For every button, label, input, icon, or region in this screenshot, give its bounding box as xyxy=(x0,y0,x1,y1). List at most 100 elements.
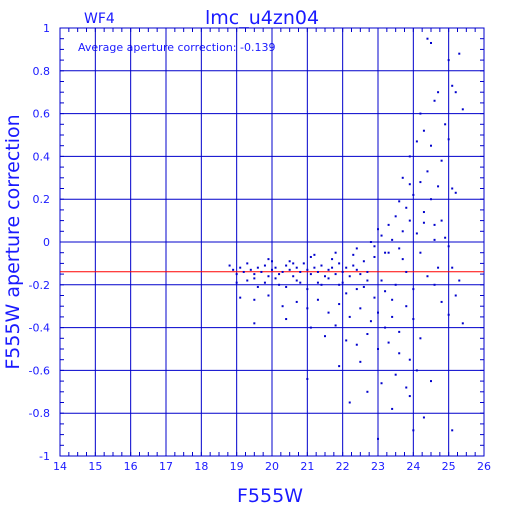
data-point xyxy=(309,255,312,258)
data-point xyxy=(398,330,401,333)
y-tick-label: -0.2 xyxy=(29,279,50,292)
data-point xyxy=(437,266,440,269)
data-point xyxy=(348,315,351,318)
data-point xyxy=(345,292,348,295)
data-point xyxy=(366,279,369,282)
data-point xyxy=(458,279,461,282)
data-point xyxy=(422,211,425,214)
x-axis-label: F555W xyxy=(237,485,303,507)
data-point xyxy=(380,234,383,237)
data-point xyxy=(263,264,266,267)
data-point xyxy=(278,273,281,276)
data-point xyxy=(267,275,270,278)
data-point xyxy=(451,84,454,87)
data-point xyxy=(362,285,365,288)
data-point xyxy=(419,251,422,254)
y-axis-label: F555W aperture correction xyxy=(2,114,24,369)
data-point xyxy=(401,176,404,179)
data-point xyxy=(306,288,309,291)
y-tick-label: 0 xyxy=(43,236,50,249)
data-point xyxy=(451,187,454,190)
data-point xyxy=(256,266,259,269)
data-point xyxy=(281,270,284,273)
data-point xyxy=(433,283,436,286)
data-point xyxy=(309,273,312,276)
data-point xyxy=(295,300,298,303)
data-point xyxy=(334,324,337,327)
y-tick-label: 1 xyxy=(43,22,50,35)
data-point xyxy=(341,270,344,273)
data-point xyxy=(366,270,369,273)
data-point xyxy=(373,255,376,258)
data-point xyxy=(267,294,270,297)
data-point xyxy=(426,275,429,278)
x-tick-label: 22 xyxy=(336,460,350,473)
data-point xyxy=(422,416,425,419)
data-point xyxy=(232,268,235,271)
data-point xyxy=(391,238,394,241)
data-point xyxy=(366,390,369,393)
data-point xyxy=(426,37,429,40)
x-tick-label: 21 xyxy=(300,460,314,473)
y-tick-label: 0.4 xyxy=(33,150,51,163)
data-point xyxy=(228,264,231,267)
average-correction-annotation: Average aperture correction: -0.139 xyxy=(78,41,275,54)
data-point xyxy=(324,275,326,278)
data-point xyxy=(239,266,242,269)
data-point xyxy=(422,221,425,224)
data-point xyxy=(377,437,379,440)
x-tick-label: 15 xyxy=(88,460,102,473)
data-point xyxy=(437,185,440,188)
data-point xyxy=(355,247,358,250)
data-point xyxy=(408,395,411,398)
data-point xyxy=(313,253,316,256)
x-tick-label: 18 xyxy=(194,460,208,473)
y-tick-label: -0.8 xyxy=(29,407,50,420)
data-point xyxy=(412,318,415,321)
data-point xyxy=(384,326,387,329)
data-point xyxy=(394,373,397,376)
data-point xyxy=(454,91,457,94)
x-tick-label: 17 xyxy=(159,460,173,473)
data-point xyxy=(288,268,291,271)
data-point xyxy=(440,300,443,303)
data-point xyxy=(405,386,408,389)
data-point xyxy=(412,288,415,291)
data-point xyxy=(451,266,454,269)
data-point xyxy=(299,281,302,284)
data-point xyxy=(348,401,351,404)
data-point xyxy=(454,191,457,194)
data-point xyxy=(369,241,372,243)
data-point xyxy=(412,429,415,432)
data-point xyxy=(433,238,436,241)
data-point xyxy=(285,318,288,321)
data-point xyxy=(415,369,418,372)
y-tick-label: 0.6 xyxy=(33,108,51,121)
data-point xyxy=(246,279,249,282)
y-tick-label: -1 xyxy=(39,450,50,463)
data-point xyxy=(338,365,341,368)
x-tick-label: 25 xyxy=(442,460,456,473)
data-point xyxy=(334,273,337,276)
data-point xyxy=(242,270,245,273)
data-point xyxy=(391,407,394,410)
data-point xyxy=(246,262,249,265)
data-point xyxy=(306,307,309,310)
data-point xyxy=(398,352,401,355)
x-tick-label: 20 xyxy=(265,460,279,473)
data-point xyxy=(380,279,383,282)
data-point xyxy=(380,382,383,385)
data-point xyxy=(430,41,432,44)
data-point xyxy=(419,337,422,340)
data-point xyxy=(271,268,273,271)
data-point xyxy=(327,311,330,314)
data-point xyxy=(348,275,351,278)
data-point xyxy=(398,200,401,203)
y-tick-label: 0.2 xyxy=(33,193,51,206)
data-point xyxy=(249,268,252,271)
data-point xyxy=(440,159,443,162)
data-point xyxy=(327,277,330,280)
data-point xyxy=(285,285,288,288)
data-point xyxy=(285,264,288,267)
